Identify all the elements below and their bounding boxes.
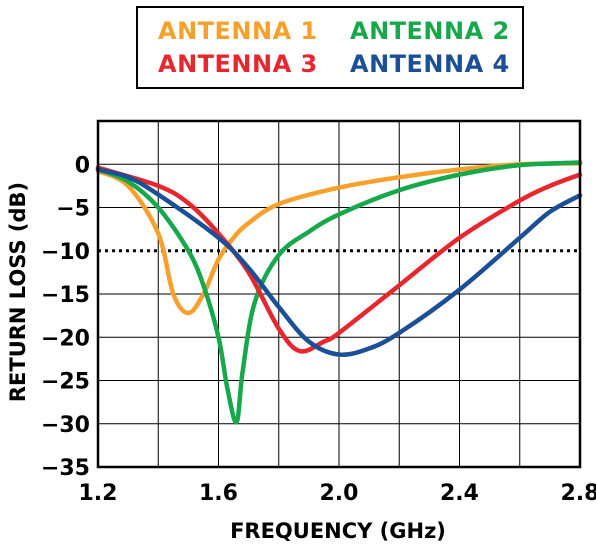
x-tick-label: 1.6: [199, 481, 238, 506]
series-line-antenna-1: [95, 161, 583, 316]
x-tick-label: 2.0: [320, 481, 359, 506]
y-tick-label: −30: [41, 413, 90, 438]
y-tick-label: −15: [41, 283, 90, 308]
y-tick-label: −5: [56, 197, 90, 222]
legend-item-antenna-3: ANTENNA 3: [158, 50, 318, 78]
series-line-antenna-4: [95, 167, 583, 358]
x-axis-title: FREQUENCY (GHz): [230, 519, 446, 543]
legend-item-antenna-1: ANTENNA 1: [158, 17, 318, 45]
y-tick-label: −25: [41, 370, 90, 395]
legend: ANTENNA 1 ANTENNA 2 ANTENNA 3 ANTENNA 4: [136, 6, 524, 89]
plot-frame: [96, 119, 582, 469]
series-line-antenna-2: [95, 160, 583, 425]
legend-item-antenna-4: ANTENNA 4: [350, 50, 510, 78]
x-tick-label: 2.4: [440, 481, 479, 506]
legend-item-antenna-2: ANTENNA 2: [350, 17, 510, 45]
y-tick-label: −35: [41, 456, 90, 481]
y-axis-title: RETURN LOSS (dB): [6, 182, 30, 402]
y-tick-label: −10: [41, 240, 90, 265]
x-tick-label: 1.2: [79, 481, 118, 506]
y-tick-label: 0: [75, 153, 90, 178]
y-tick-label: −20: [41, 326, 90, 351]
x-tick-label: 2.8: [561, 481, 596, 506]
